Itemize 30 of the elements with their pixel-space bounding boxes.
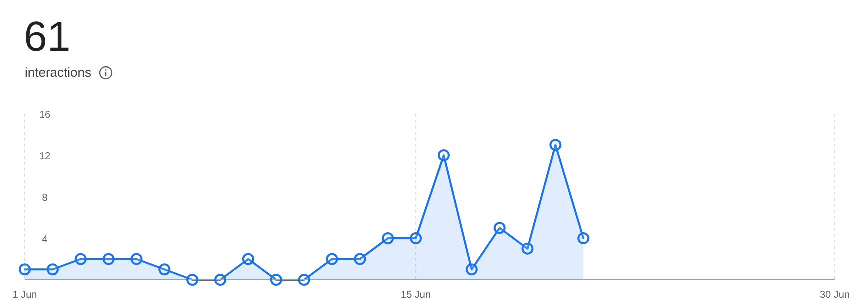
- point: [326, 253, 338, 266]
- point: [522, 242, 534, 255]
- point: [270, 274, 282, 286]
- point: [354, 253, 366, 266]
- point: [578, 232, 590, 244]
- point: [19, 264, 31, 276]
- point: [46, 264, 59, 276]
- point: [550, 139, 562, 152]
- point: [102, 253, 115, 266]
- x-tick-label: 15 Jun: [401, 290, 432, 301]
- y-tick-label: 16: [39, 110, 51, 121]
- chart-title: 61: [24, 12, 71, 62]
- y-tick-label: 12: [39, 152, 51, 162]
- point: [242, 253, 254, 266]
- y-tick-label: 8: [42, 193, 48, 204]
- x-tick-label: 1 Jun: [12, 290, 38, 301]
- point: [410, 232, 422, 244]
- point: [382, 232, 394, 244]
- point: [494, 222, 506, 234]
- point: [130, 253, 143, 266]
- point: [214, 274, 227, 286]
- chart-subtitle: interactions: [25, 65, 92, 80]
- point: [186, 274, 199, 286]
- point: [466, 264, 478, 276]
- point: [298, 274, 310, 286]
- point: [438, 150, 450, 162]
- point: [158, 264, 171, 276]
- point: [74, 253, 87, 266]
- y-tick-label: 4: [42, 234, 48, 246]
- x-tick-label: 30 Jun: [820, 290, 850, 301]
